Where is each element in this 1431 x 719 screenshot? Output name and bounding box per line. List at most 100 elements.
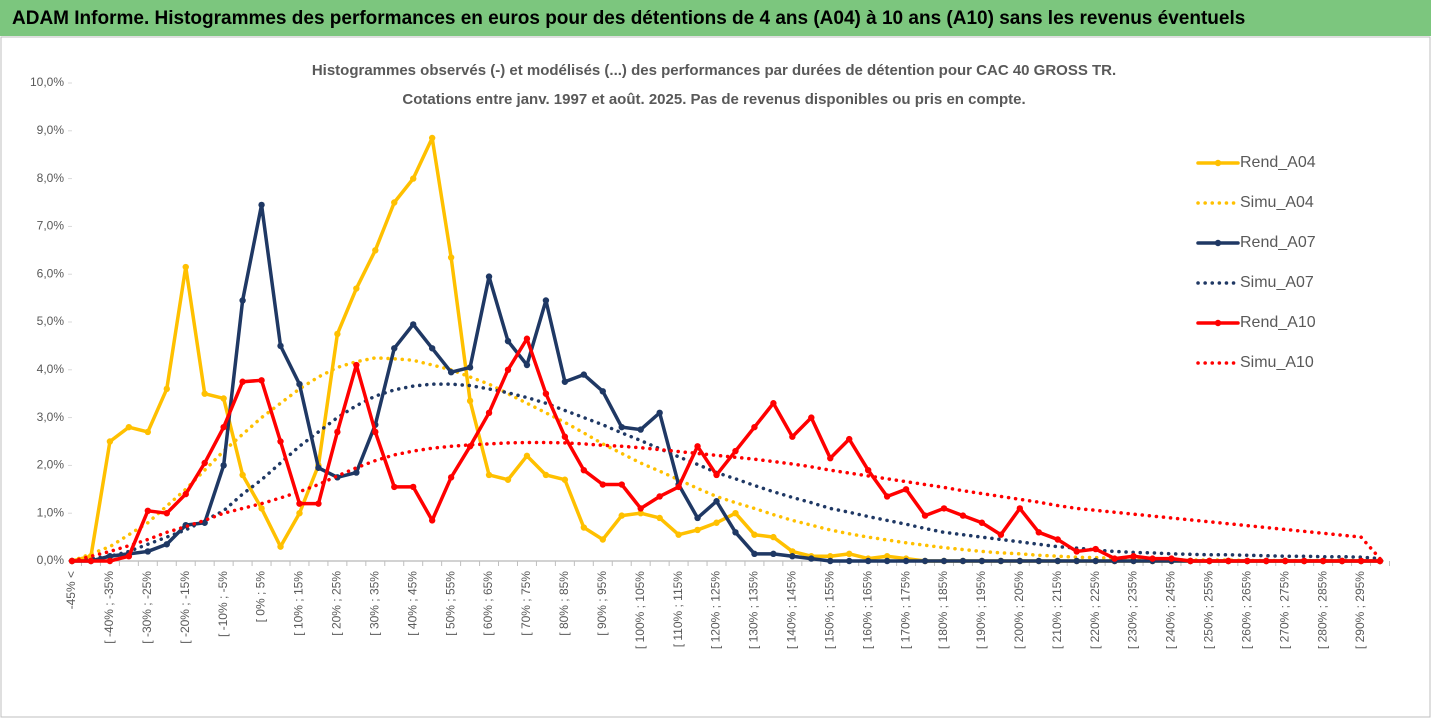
x-tick-label: [ 130% ; 135%	[747, 571, 761, 649]
data-point	[864, 466, 872, 474]
data-point	[144, 548, 152, 555]
data-point	[1130, 557, 1137, 565]
data-point	[959, 557, 967, 565]
data-point	[1035, 557, 1042, 565]
data-point	[485, 471, 493, 479]
data-point	[921, 512, 929, 519]
data-point	[1130, 553, 1137, 560]
data-point	[808, 555, 815, 562]
data-point	[144, 428, 152, 436]
data-point	[372, 428, 379, 436]
data-point	[713, 519, 720, 526]
data-point	[1111, 555, 1118, 562]
data-point	[447, 368, 455, 376]
data-point	[163, 541, 170, 548]
data-point	[770, 550, 777, 558]
x-tick-label: [ 30% ; 35%	[367, 571, 381, 636]
series-line	[70, 356, 1382, 563]
data-point	[902, 486, 910, 493]
data-point	[846, 557, 853, 565]
data-point	[125, 423, 133, 431]
data-point	[656, 409, 663, 417]
data-point	[410, 483, 417, 491]
data-point	[883, 493, 891, 500]
data-point	[523, 361, 531, 369]
x-tick-label: [ 260% ; 265%	[1239, 571, 1253, 649]
x-tick-label: [ 20% ; 25%	[330, 571, 344, 636]
x-tick-label: [ 10% ; 15%	[292, 571, 306, 636]
data-point	[1035, 529, 1042, 536]
data-point	[353, 361, 360, 369]
data-point	[410, 321, 417, 328]
data-point	[902, 557, 910, 565]
data-point	[846, 435, 853, 443]
data-point	[883, 557, 891, 565]
y-tick-label: 9,0%	[37, 123, 65, 137]
x-tick-label: [ 200% ; 205%	[1012, 571, 1026, 649]
data-point	[391, 199, 398, 206]
data-point	[1357, 557, 1365, 565]
data-point	[296, 510, 303, 517]
y-tick-label: 7,0%	[37, 219, 65, 233]
data-point	[1225, 557, 1232, 565]
data-point	[372, 247, 379, 254]
data-point	[163, 510, 170, 517]
data-point	[883, 553, 891, 560]
data-point	[789, 553, 796, 560]
x-tick-label: [ -30% ; -25%	[140, 571, 154, 644]
data-point	[239, 297, 246, 304]
x-tick-label: [ 190% ; 195%	[974, 571, 988, 649]
data-point	[258, 505, 265, 512]
data-point	[978, 519, 986, 526]
y-tick-label: 6,0%	[37, 266, 65, 280]
data-point	[1319, 557, 1327, 565]
data-point	[656, 493, 663, 500]
y-tick-label: 5,0%	[37, 314, 65, 328]
data-point	[428, 134, 436, 142]
legend-label: Rend_A10	[1240, 314, 1316, 331]
x-tick-label: [ 230% ; 235%	[1126, 571, 1140, 649]
data-point	[846, 550, 853, 558]
y-tick-label: 8,0%	[37, 171, 65, 185]
x-tick-label: [ 70% ; 75%	[519, 571, 533, 636]
data-point	[220, 423, 227, 431]
data-point	[675, 531, 682, 538]
x-tick-label: [ 140% ; 145%	[785, 571, 799, 649]
data-point	[1263, 557, 1270, 565]
data-point	[201, 390, 208, 397]
data-point	[1016, 557, 1024, 565]
legend-label: Rend_A04	[1240, 154, 1316, 171]
x-tick-label: [ 250% ; 255%	[1202, 571, 1216, 649]
chart-border	[0, 36, 1431, 718]
x-tick-label: [ 180% ; 185%	[936, 571, 950, 649]
data-point	[751, 550, 758, 558]
data-point	[618, 481, 625, 488]
data-point	[599, 536, 606, 543]
y-tick-label: 2,0%	[37, 458, 65, 472]
x-tick-label: [ 290% ; 295%	[1353, 571, 1367, 649]
data-point	[447, 474, 455, 481]
legend-marker	[1214, 159, 1222, 167]
data-point	[732, 447, 739, 455]
data-point	[106, 438, 114, 445]
data-point	[466, 397, 474, 405]
x-tick-label: [ 240% ; 245%	[1164, 571, 1178, 649]
series-line	[70, 336, 1382, 563]
data-point	[1206, 557, 1213, 565]
data-point	[940, 505, 948, 512]
data-point	[542, 390, 550, 397]
x-tick-label: [ 160% ; 165%	[860, 571, 874, 649]
data-point	[220, 462, 227, 469]
header-title: ADAM Informe. Histogrammes des performan…	[12, 8, 1245, 29]
y-tick-label: 3,0%	[37, 410, 65, 424]
x-tick-label: -45% <	[64, 571, 78, 609]
data-point	[277, 543, 284, 550]
data-point	[1073, 557, 1080, 565]
data-point	[732, 529, 739, 536]
data-point	[561, 476, 569, 483]
data-point	[1092, 557, 1099, 565]
data-point	[599, 388, 606, 395]
legend-label: Simu_A07	[1240, 274, 1314, 291]
data-point	[580, 524, 588, 531]
data-point	[694, 526, 701, 534]
